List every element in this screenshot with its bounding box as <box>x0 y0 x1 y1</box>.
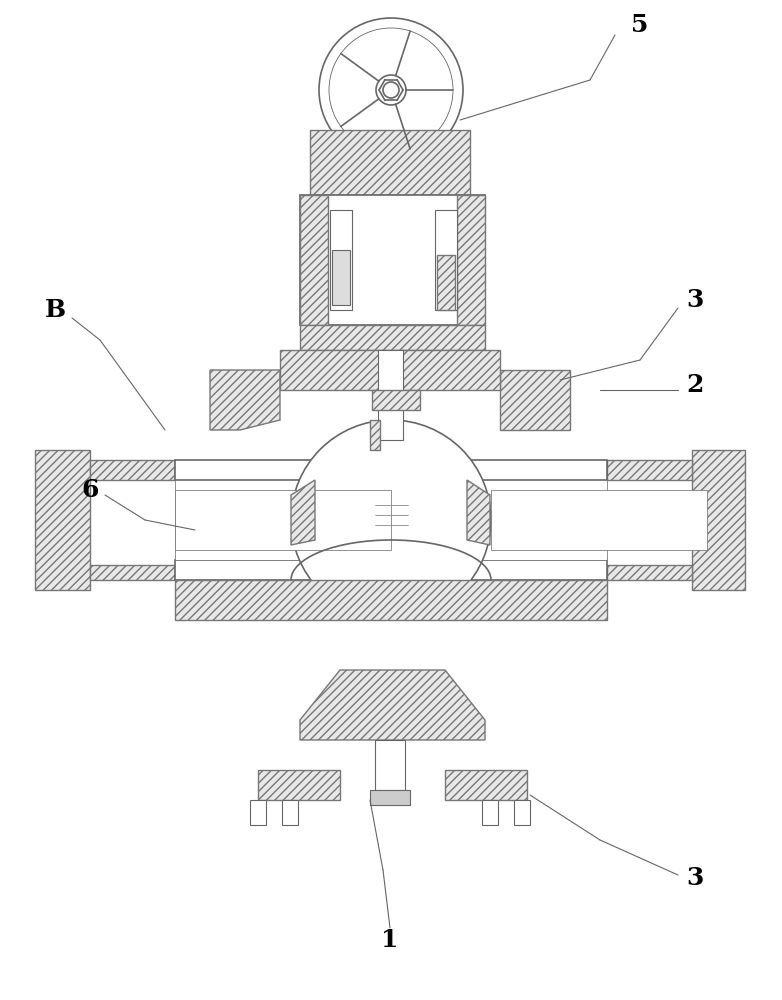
Polygon shape <box>35 450 90 590</box>
Polygon shape <box>310 130 470 195</box>
Text: 1: 1 <box>382 928 399 952</box>
Bar <box>175 560 607 580</box>
Bar <box>482 800 498 825</box>
Bar <box>375 740 405 790</box>
Bar <box>330 210 352 310</box>
Bar <box>370 790 410 805</box>
Polygon shape <box>300 325 485 350</box>
Polygon shape <box>280 350 500 390</box>
Bar <box>175 480 607 560</box>
Bar <box>300 195 485 325</box>
Bar <box>282 800 298 825</box>
Text: 5: 5 <box>631 13 649 37</box>
Text: 3: 3 <box>687 866 704 890</box>
Polygon shape <box>370 420 380 450</box>
Polygon shape <box>258 770 340 800</box>
Polygon shape <box>175 580 607 620</box>
Text: 3: 3 <box>687 288 704 312</box>
Polygon shape <box>300 670 485 740</box>
Polygon shape <box>467 480 490 545</box>
Bar <box>250 800 266 825</box>
Polygon shape <box>607 460 692 480</box>
Polygon shape <box>457 195 485 325</box>
Bar <box>332 250 350 305</box>
Text: B: B <box>45 298 66 322</box>
Bar <box>378 350 403 440</box>
Text: 2: 2 <box>687 373 704 397</box>
Polygon shape <box>300 195 328 325</box>
Polygon shape <box>90 565 175 580</box>
Polygon shape <box>692 450 745 590</box>
Polygon shape <box>90 460 175 480</box>
Text: 6: 6 <box>81 478 99 502</box>
Polygon shape <box>291 480 315 545</box>
Bar <box>435 210 457 310</box>
Polygon shape <box>445 770 527 800</box>
Bar <box>491 490 707 550</box>
Polygon shape <box>607 565 692 580</box>
Polygon shape <box>437 255 455 310</box>
Polygon shape <box>372 390 420 410</box>
Bar <box>175 460 607 480</box>
Circle shape <box>291 420 491 620</box>
Bar <box>175 490 391 550</box>
Polygon shape <box>210 370 280 430</box>
Polygon shape <box>500 370 570 430</box>
Bar <box>514 800 530 825</box>
